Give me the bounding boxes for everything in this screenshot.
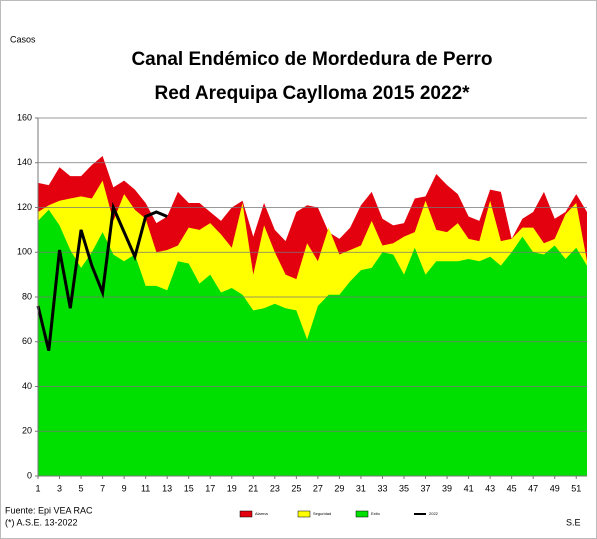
x-tick-label: 49: [550, 483, 560, 493]
x-tick-label: 31: [356, 483, 366, 493]
area-exito: [38, 209, 587, 477]
source: Fuente: Epi VEA RAC: [5, 505, 93, 515]
legend-label: Alarma: [255, 511, 268, 516]
legend-swatch: [355, 510, 369, 518]
chart-title: Canal Endémico de Mordedura de Perro: [131, 49, 492, 70]
x-tick-label: 17: [205, 483, 215, 493]
legend-swatch: [297, 510, 311, 518]
x-tick-label: 3: [57, 483, 62, 493]
x-tick-label: 15: [184, 483, 194, 493]
x-tick-label: 39: [442, 483, 452, 493]
x-tick-label: 21: [248, 483, 258, 493]
legend-swatch: [239, 510, 253, 518]
x-tick-label: 35: [399, 483, 409, 493]
x-tick-label: 41: [464, 483, 474, 493]
x-tick-label: 1: [35, 483, 40, 493]
x-tick-label: 29: [334, 483, 344, 493]
chart-subtitle: Red Arequipa Caylloma 2015 2022*: [154, 83, 470, 104]
y-tick-label: 80: [22, 291, 32, 301]
x-tick-label: 25: [291, 483, 301, 493]
x-tick-label: 23: [270, 483, 280, 493]
x-tick-label: 47: [528, 483, 538, 493]
y-tick-label: 20: [22, 426, 32, 436]
y-tick-label: 160: [17, 112, 32, 122]
y-tick-label: 140: [17, 157, 32, 167]
y-tick-label: 60: [22, 336, 32, 346]
x-tick-label: 5: [79, 483, 84, 493]
x-tick-label: 19: [227, 483, 237, 493]
y-tick-label: 100: [17, 247, 32, 257]
x-axis-label: S.E: [566, 517, 581, 527]
x-tick-label: 45: [507, 483, 517, 493]
x-tick-label: 7: [100, 483, 105, 493]
y-tick-label: 0: [27, 470, 32, 480]
note: (*) A.S.E. 13-2022: [5, 517, 78, 527]
x-tick-label: 51: [571, 483, 581, 493]
legend-label: 2022: [429, 511, 439, 516]
y-tick-label: 40: [22, 381, 32, 391]
x-tick-label: 27: [313, 483, 323, 493]
line-2022: [36, 201, 168, 352]
x-tick-label: 33: [377, 483, 387, 493]
x-tick-label: 37: [421, 483, 431, 493]
x-tick-label: 13: [162, 483, 172, 493]
x-tick-label: 43: [485, 483, 495, 493]
x-tick-label: 11: [141, 483, 150, 493]
legend-label: Exito: [371, 511, 381, 516]
y-tick-label: 120: [17, 202, 32, 212]
x-tick-label: 9: [122, 483, 127, 493]
legend-label: Seguridad: [313, 511, 331, 516]
y-axis-label: Casos: [10, 34, 36, 44]
